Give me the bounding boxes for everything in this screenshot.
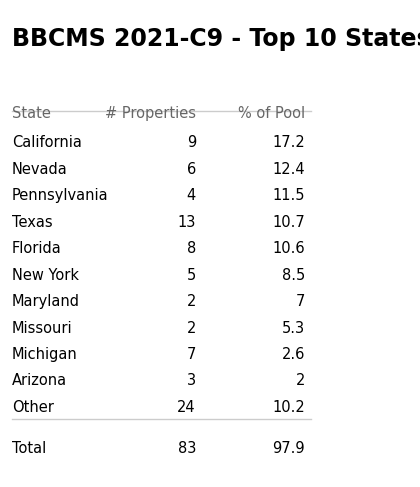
Text: Arizona: Arizona <box>12 374 67 389</box>
Text: Pennsylvania: Pennsylvania <box>12 188 109 203</box>
Text: 5.3: 5.3 <box>282 320 305 336</box>
Text: 13: 13 <box>178 215 196 229</box>
Text: Nevada: Nevada <box>12 162 68 177</box>
Text: 2.6: 2.6 <box>282 347 305 362</box>
Text: 5: 5 <box>187 267 196 282</box>
Text: 9: 9 <box>187 135 196 150</box>
Text: State: State <box>12 106 51 121</box>
Text: 97.9: 97.9 <box>272 441 305 456</box>
Text: 24: 24 <box>177 400 196 415</box>
Text: 7: 7 <box>186 347 196 362</box>
Text: 17.2: 17.2 <box>272 135 305 150</box>
Text: 6: 6 <box>187 162 196 177</box>
Text: 12.4: 12.4 <box>272 162 305 177</box>
Text: % of Pool: % of Pool <box>238 106 305 121</box>
Text: Other: Other <box>12 400 54 415</box>
Text: 7: 7 <box>296 294 305 309</box>
Text: 10.7: 10.7 <box>272 215 305 229</box>
Text: 8: 8 <box>187 241 196 256</box>
Text: 2: 2 <box>186 294 196 309</box>
Text: 10.2: 10.2 <box>272 400 305 415</box>
Text: Missouri: Missouri <box>12 320 73 336</box>
Text: 8.5: 8.5 <box>282 267 305 282</box>
Text: Michigan: Michigan <box>12 347 78 362</box>
Text: Total: Total <box>12 441 46 456</box>
Text: 10.6: 10.6 <box>272 241 305 256</box>
Text: Florida: Florida <box>12 241 62 256</box>
Text: BBCMS 2021-C9 - Top 10 States: BBCMS 2021-C9 - Top 10 States <box>12 27 420 51</box>
Text: New York: New York <box>12 267 79 282</box>
Text: California: California <box>12 135 82 150</box>
Text: 11.5: 11.5 <box>273 188 305 203</box>
Text: 2: 2 <box>296 374 305 389</box>
Text: 2: 2 <box>186 320 196 336</box>
Text: 3: 3 <box>187 374 196 389</box>
Text: # Properties: # Properties <box>105 106 196 121</box>
Text: Maryland: Maryland <box>12 294 80 309</box>
Text: 83: 83 <box>178 441 196 456</box>
Text: Texas: Texas <box>12 215 53 229</box>
Text: 4: 4 <box>187 188 196 203</box>
